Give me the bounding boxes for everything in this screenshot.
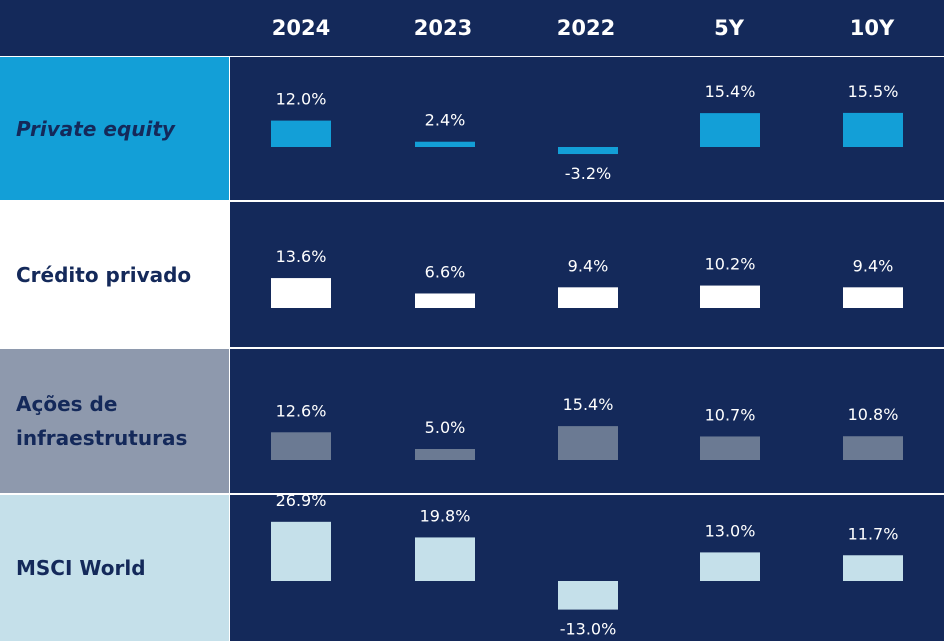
row-label-credito-privado: Crédito privado — [16, 262, 192, 287]
data-label-credito-privado-2024: 13.6% — [276, 247, 327, 266]
data-label-credito-privado-10y: 9.4% — [853, 256, 894, 275]
bar-acoes-infraestruturas-2023 — [415, 449, 475, 460]
data-label-acoes-infraestruturas-2022: 15.4% — [563, 395, 614, 414]
data-label-msci-world-2024: 26.9% — [276, 491, 327, 510]
data-label-acoes-infraestruturas-2023: 5.0% — [425, 418, 466, 437]
bar-msci-world-2023 — [415, 537, 475, 581]
bar-acoes-infraestruturas-2024 — [271, 432, 331, 460]
bar-acoes-infraestruturas-2022 — [558, 426, 618, 460]
data-label-private-equity-10y: 15.5% — [848, 82, 899, 101]
data-label-msci-world-5y: 13.0% — [705, 521, 756, 540]
data-label-private-equity-5y: 15.4% — [705, 82, 756, 101]
data-label-acoes-infraestruturas-5y: 10.7% — [705, 405, 756, 424]
header-bar — [0, 0, 944, 56]
row-label-bg-private-equity — [0, 57, 229, 200]
bar-msci-world-5y — [700, 552, 760, 581]
row-label-bg-credito-privado — [0, 202, 229, 347]
data-area-row-4 — [230, 495, 944, 641]
data-label-msci-world-2022: -13.0% — [560, 620, 617, 639]
bar-credito-privado-2022 — [558, 287, 618, 308]
data-label-private-equity-2023: 2.4% — [425, 111, 466, 130]
bar-credito-privado-2023 — [415, 293, 475, 308]
bar-acoes-infraestruturas-5y — [700, 436, 760, 460]
bar-private-equity-2022 — [558, 147, 618, 155]
data-label-credito-privado-5y: 10.2% — [705, 255, 756, 274]
data-label-acoes-infraestruturas-2024: 12.6% — [276, 401, 327, 420]
data-label-credito-privado-2023: 6.6% — [425, 262, 466, 281]
bar-private-equity-2023 — [415, 141, 475, 147]
bar-credito-privado-2024 — [271, 278, 331, 308]
column-header-2023: 2023 — [413, 16, 473, 40]
bar-msci-world-2024 — [271, 521, 331, 581]
data-label-msci-world-10y: 11.7% — [848, 524, 899, 543]
bar-private-equity-5y — [700, 113, 760, 147]
bar-private-equity-10y — [843, 112, 903, 147]
data-label-credito-privado-2022: 9.4% — [568, 256, 609, 275]
row-label-bg-acoes-infraestruturas — [0, 349, 229, 493]
row-label-acoes-infraestruturas: Ações de infraestruturas — [16, 392, 188, 450]
column-header-2024: 2024 — [271, 16, 331, 40]
data-area-row-1 — [230, 57, 944, 200]
row-label-msci-world: MSCI World — [16, 556, 146, 580]
row-label-bg-msci-world — [0, 495, 229, 641]
column-header-2022: 2022 — [556, 16, 616, 40]
bar-private-equity-2024 — [271, 120, 331, 147]
data-label-private-equity-2024: 12.0% — [276, 90, 327, 109]
column-header-10y: 10Y — [849, 16, 895, 40]
data-area-row-2 — [230, 202, 944, 347]
bar-msci-world-10y — [843, 555, 903, 581]
bar-msci-world-2022 — [558, 581, 618, 610]
column-header-5y: 5Y — [714, 16, 744, 40]
bar-acoes-infraestruturas-10y — [843, 436, 903, 460]
data-area-row-3 — [230, 349, 944, 493]
data-label-private-equity-2022: -3.2% — [565, 164, 611, 183]
data-label-acoes-infraestruturas-10y: 10.8% — [848, 405, 899, 424]
data-label-msci-world-2023: 19.8% — [420, 506, 471, 525]
bar-credito-privado-10y — [843, 287, 903, 308]
bar-credito-privado-5y — [700, 285, 760, 308]
row-label-private-equity: Private equity — [16, 116, 175, 141]
